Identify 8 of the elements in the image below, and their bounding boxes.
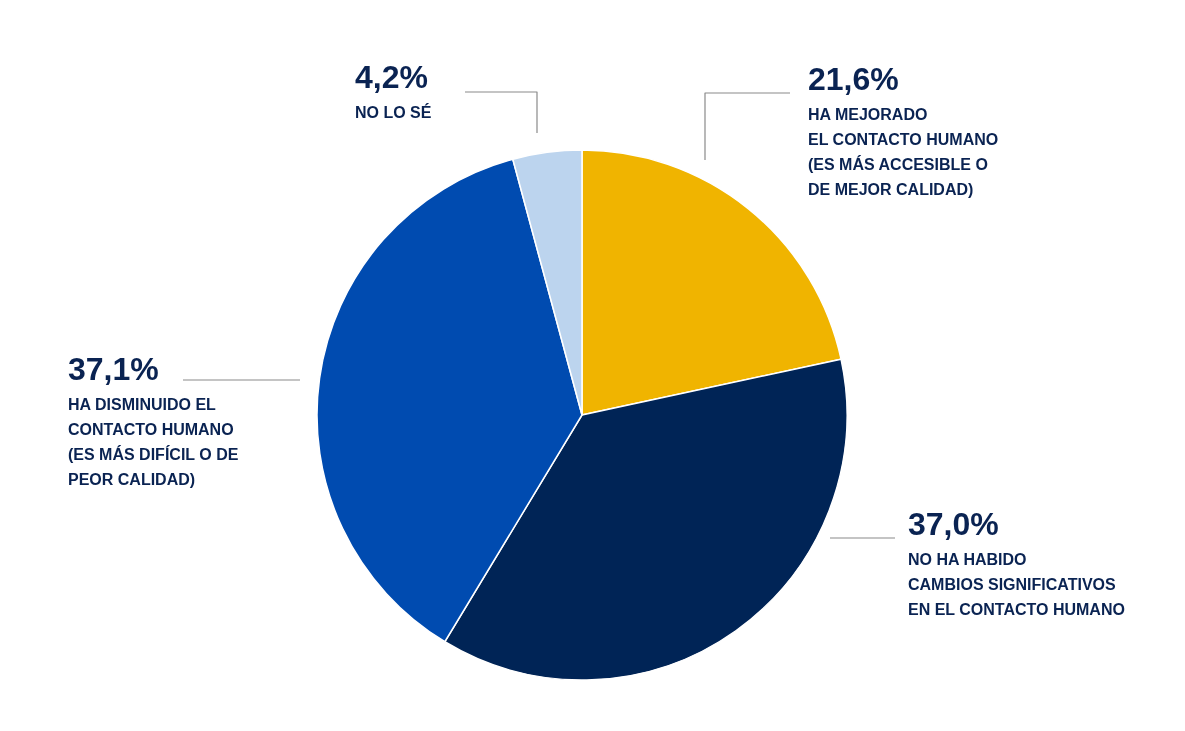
slice-label: HA MEJORADO EL CONTACTO HUMANO (ES MÁS ACCESIBLE O DE MEJOR CALIDAD) [808, 106, 999, 198]
slice-label: NO LO SÉ [355, 103, 432, 121]
slice-label: HA DISMINUIDO EL CONTACTO HUMANO (ES MÁS DIFÍCIL O DE PEOR CALIDAD) [68, 396, 239, 488]
data-label: 37,1% [68, 351, 159, 387]
data-label: 37,0% [908, 506, 999, 542]
slice-label: NO HA HABIDO CAMBIOS SIGNIFICATIVOS EN EL CONTACTO HUMANO [908, 551, 1125, 618]
data-label: 4,2% [355, 59, 428, 95]
data-label: 21,6% [808, 61, 899, 97]
